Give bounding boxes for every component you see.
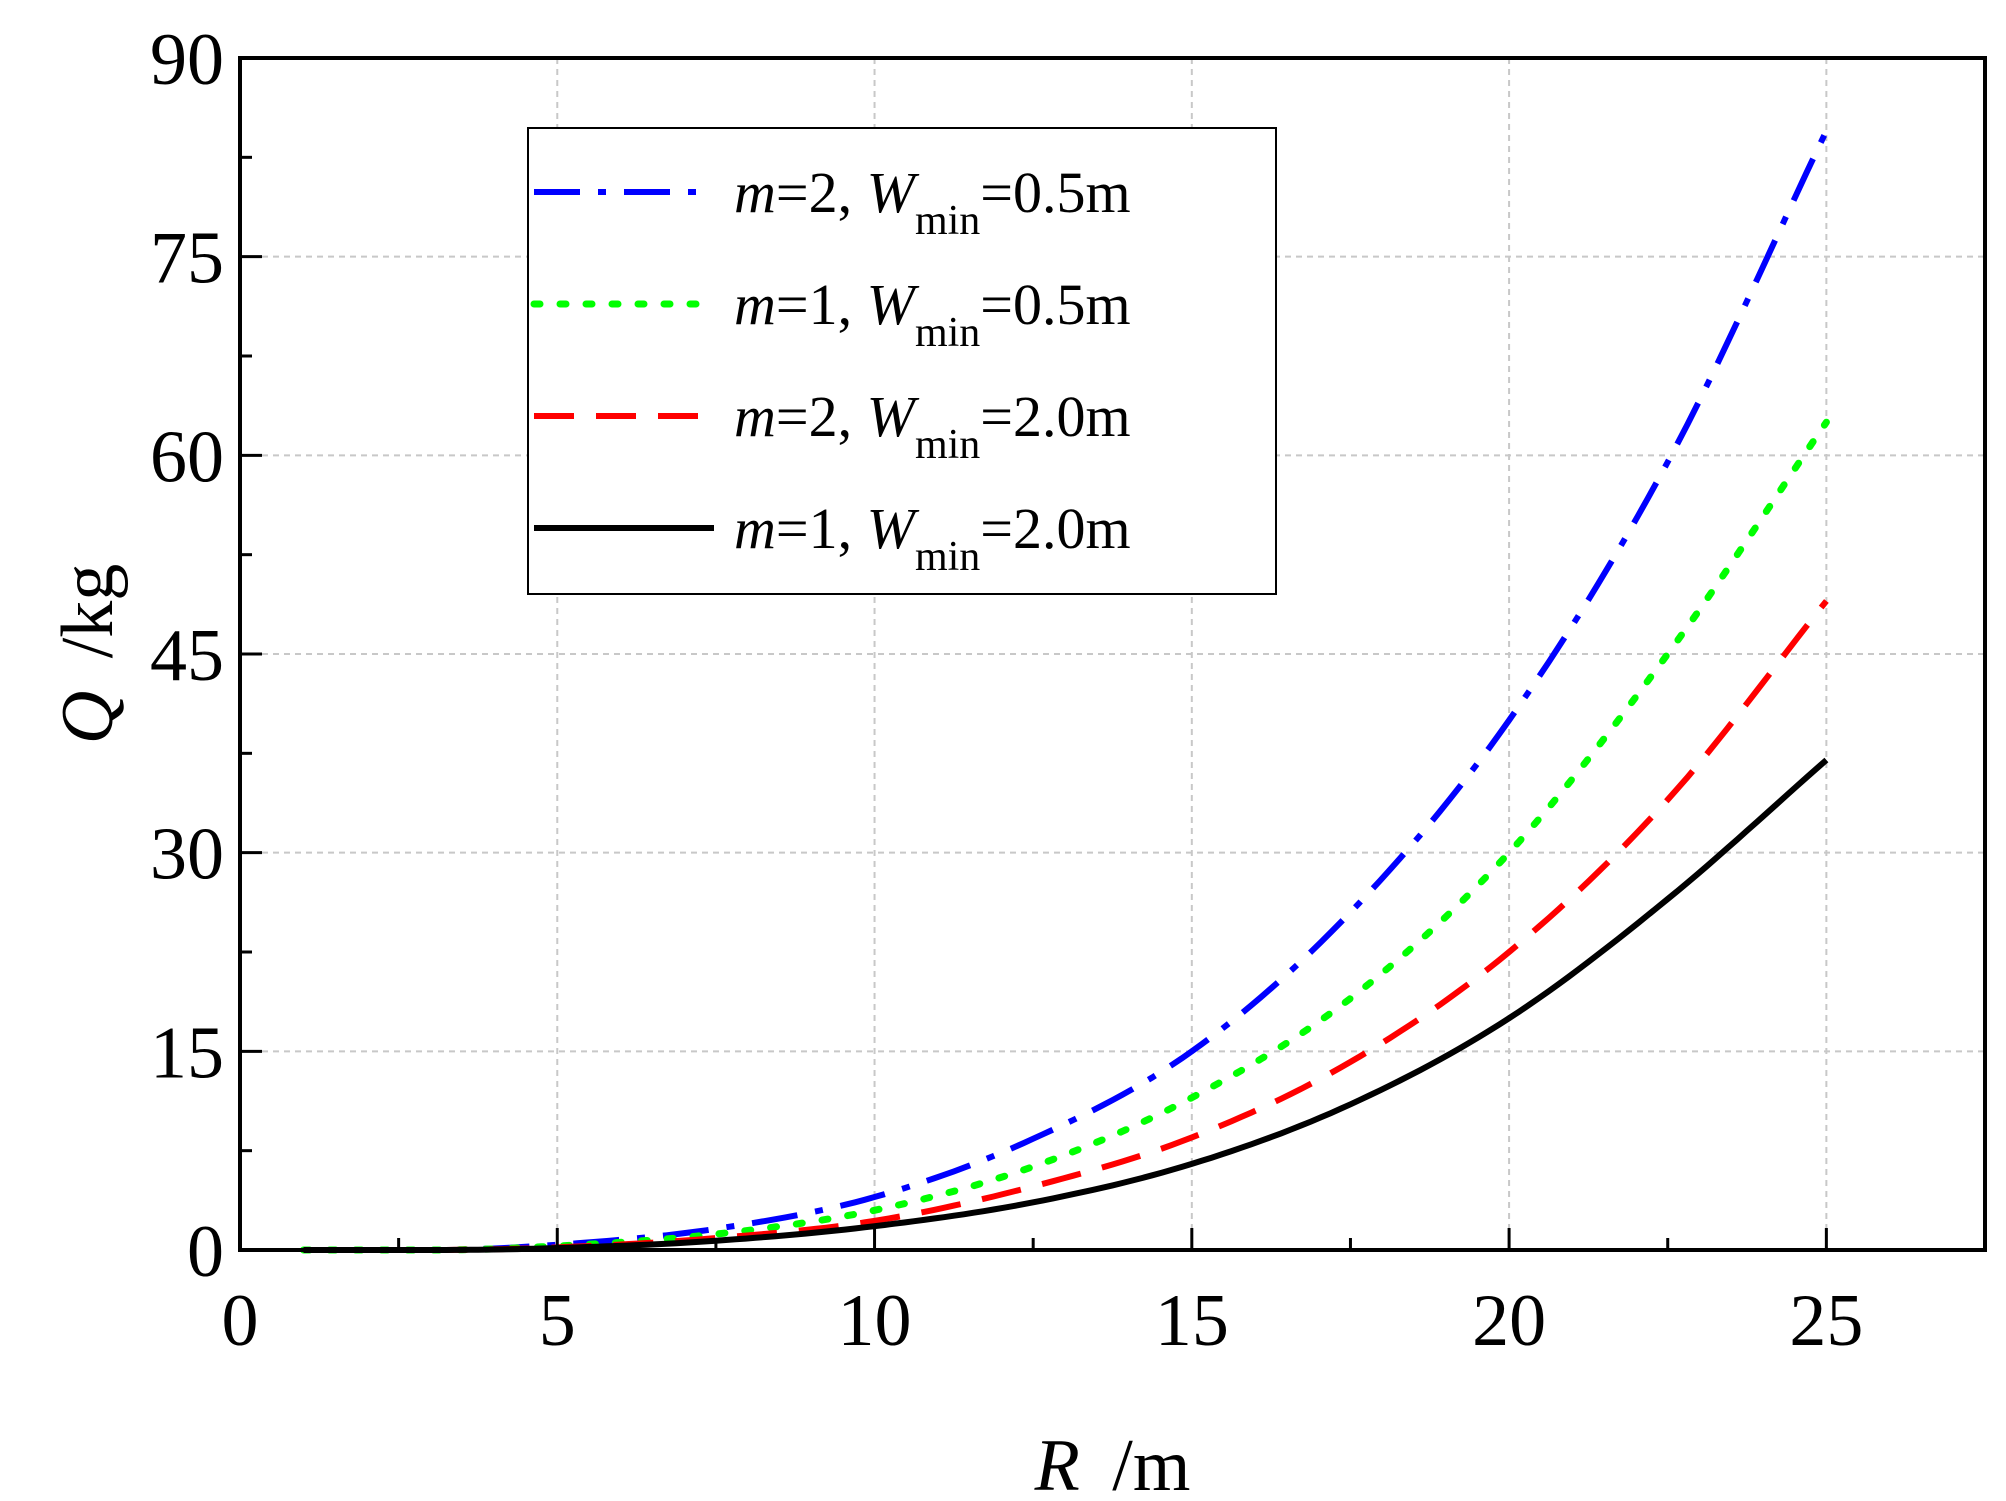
x-tick-label: 20 bbox=[1472, 1280, 1546, 1362]
y-tick-label: 75 bbox=[150, 218, 224, 300]
y-tick-label: 60 bbox=[150, 416, 224, 498]
legend-label-3: m=2, Wmin=2.0m bbox=[734, 384, 1131, 468]
legend-box bbox=[527, 127, 1277, 595]
y-axis-title: Q /kg bbox=[47, 564, 129, 745]
y-tick-label: 45 bbox=[150, 615, 224, 697]
legend-label-2: m=1, Wmin=0.5m bbox=[734, 272, 1131, 356]
x-tick-label: 5 bbox=[539, 1280, 576, 1362]
y-tick-label: 15 bbox=[150, 1012, 224, 1094]
series-line-3 bbox=[303, 599, 1829, 1253]
y-tick-label: 0 bbox=[187, 1211, 224, 1293]
legend: m=2, Wmin=0.5m m=1, Wmin=0.5m m=2, Wmin=2.… bbox=[527, 127, 1277, 595]
legend-label-1: m=2, Wmin=0.5m bbox=[734, 160, 1131, 244]
x-axis-unit: /m bbox=[1112, 1425, 1190, 1501]
x-tick-label: 25 bbox=[1789, 1280, 1863, 1362]
y-tick-label: 90 bbox=[150, 19, 224, 101]
tick-labels: 0 5 10 15 20 25 0 15 30 45 60 75 90 bbox=[150, 19, 1863, 1362]
x-tick-label: 0 bbox=[222, 1280, 259, 1362]
axis-ticks bbox=[238, 56, 1987, 1252]
x-tick-label: 15 bbox=[1155, 1280, 1229, 1362]
x-tick-label: 10 bbox=[838, 1280, 912, 1362]
legend-label-4: m=1, Wmin=2.0m bbox=[734, 496, 1131, 580]
y-axis-variable: Q bbox=[47, 691, 129, 744]
x-axis-title: R /m bbox=[1034, 1425, 1191, 1501]
x-axis-variable: R bbox=[1034, 1425, 1080, 1501]
y-axis-unit: /kg bbox=[47, 564, 129, 659]
y-tick-label: 30 bbox=[150, 814, 224, 896]
